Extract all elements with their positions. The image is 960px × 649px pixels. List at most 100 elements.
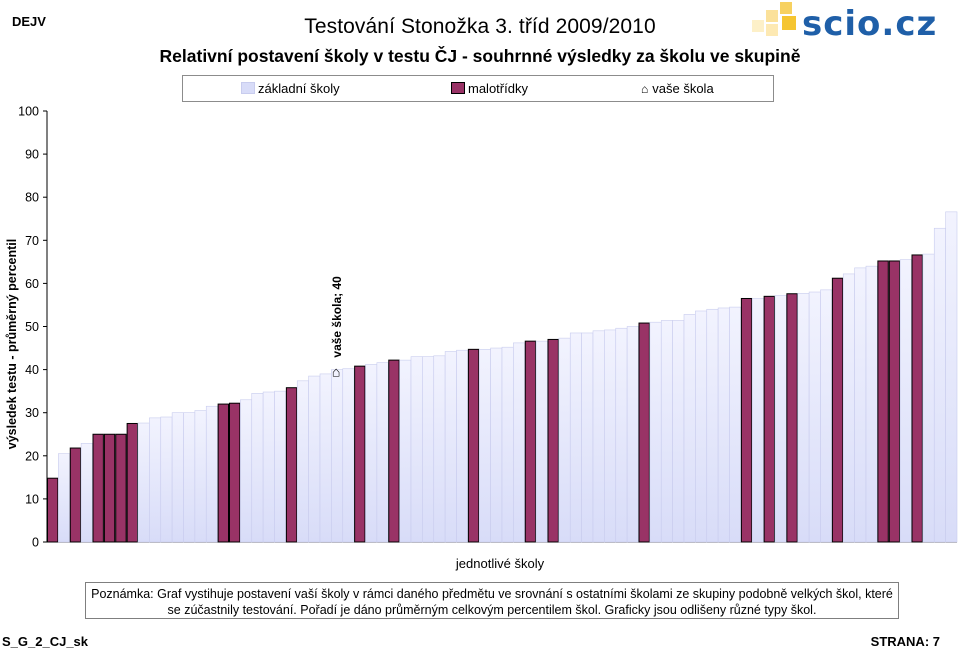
- bar-basic-school: [513, 342, 526, 543]
- bar-basic-school: [774, 295, 787, 543]
- y-tick-label: 80: [25, 191, 39, 205]
- bar-basic-school: [933, 227, 946, 543]
- bar-small-school: [831, 277, 844, 543]
- bar-basic-school: [626, 326, 639, 543]
- bar-basic-school: [535, 340, 548, 543]
- bar-basic-school: [569, 332, 582, 543]
- chart-note: Poznámka: Graf vystihuje postavení vaší …: [85, 582, 899, 619]
- bar-basic-school: [592, 330, 605, 543]
- report-code: DEJV: [12, 14, 46, 29]
- bar-basic-school: [240, 399, 253, 543]
- bar-basic-school: [797, 293, 810, 543]
- bar-basic-school: [376, 362, 389, 543]
- y-tick-label: 100: [18, 105, 39, 119]
- bar-small-school: [740, 297, 753, 543]
- y-tick-label: 10: [25, 492, 39, 506]
- chart-title: Relativní postavení školy v testu ČJ - s…: [159, 46, 801, 66]
- bar-basic-school: [456, 349, 469, 543]
- bar-small-school: [388, 359, 400, 543]
- sheet-code: S_G_2_CJ_sk: [2, 634, 89, 649]
- y-tick-label: 90: [25, 148, 39, 162]
- bar-small-school: [467, 348, 480, 543]
- bar-small-school: [877, 260, 889, 543]
- bar-basic-school: [808, 291, 821, 543]
- bar-basic-school: [558, 337, 571, 543]
- house-icon: ⌂: [641, 82, 649, 96]
- bar-basic-school: [171, 412, 184, 543]
- bar-basic-school: [695, 310, 708, 543]
- y-tick-label: 0: [32, 536, 39, 550]
- legend-label-small: malotřídky: [468, 81, 528, 96]
- bar-basic-school: [672, 320, 685, 543]
- bar-small-school: [69, 447, 82, 543]
- bar-basic-school: [490, 347, 503, 543]
- y-tick-label: 30: [25, 406, 39, 420]
- bar-small-school: [638, 322, 650, 543]
- report-title: Testování Stonožka 3. tříd 2009/2010: [304, 15, 656, 38]
- y-tick-label: 60: [25, 277, 39, 291]
- legend-item-basic: základní školy: [241, 81, 340, 96]
- bar-basic-school: [945, 211, 958, 543]
- bar-basic-school: [194, 410, 207, 543]
- bar-basic-school: [262, 391, 275, 543]
- bar-small-school: [547, 338, 559, 543]
- legend-item-small: malotřídky: [451, 81, 528, 96]
- bar-chart: 0 10 20 30 40 50 60 70 80 90 100 ⌂ vaše škola; 40: [18, 105, 958, 550]
- bar-small-school: [911, 254, 923, 543]
- your-school-annotation: ⌂ vaše škola; 40: [330, 276, 344, 380]
- bar-your-school: [331, 369, 344, 543]
- bar-basic-school: [149, 417, 162, 543]
- bar-basic-school: [308, 375, 321, 543]
- scio-logo-graphic: scio.cz: [752, 2, 936, 44]
- bar-basic-school: [296, 380, 309, 543]
- bar-small-school: [217, 403, 229, 543]
- bar-basic-school: [751, 298, 764, 543]
- legend-swatch-small: [451, 82, 465, 94]
- bar-basic-school: [717, 307, 730, 543]
- bar-basic-school: [820, 289, 833, 543]
- bar-basic-school: [854, 267, 867, 543]
- bar-basic-school: [342, 368, 355, 543]
- bar-basic-school: [274, 390, 287, 543]
- legend-label-basic: základní školy: [258, 81, 340, 96]
- page-number: STRANA: 7: [870, 634, 940, 649]
- bar-basic-school: [706, 308, 719, 543]
- bar-small-school: [126, 422, 138, 543]
- bar-small-school: [285, 387, 298, 543]
- bar-small-school: [786, 293, 798, 543]
- bar-basic-school: [478, 349, 491, 543]
- bar-basic-school: [433, 355, 446, 543]
- bar-basic-school: [205, 405, 218, 543]
- bar-basic-school: [683, 314, 696, 543]
- bar-small-school: [524, 340, 537, 543]
- legend-swatch-basic: [241, 82, 255, 94]
- bar-basic-school: [604, 329, 617, 543]
- bar-small-school: [763, 295, 775, 543]
- house-icon: ⌂: [332, 364, 340, 380]
- y-tick-label: 40: [25, 363, 39, 377]
- bar-basic-school: [899, 259, 912, 543]
- bar-basic-school: [160, 416, 173, 543]
- bar-basic-school: [137, 422, 150, 543]
- legend-label-yours: vaše škola: [652, 81, 714, 96]
- bar-small-school: [92, 433, 104, 543]
- bar-basic-school: [251, 393, 264, 543]
- bar-basic-school: [399, 359, 412, 543]
- your-school-label: vaše škola; 40: [330, 276, 344, 358]
- bar-basic-school: [649, 321, 662, 543]
- bar-basic-school: [410, 356, 423, 543]
- bar-basic-school: [865, 265, 878, 543]
- bar-small-school: [103, 433, 116, 543]
- x-axis-label: jednotlivé školy: [455, 556, 545, 571]
- bar-small-school: [229, 402, 241, 543]
- bar-basic-school: [581, 332, 594, 543]
- bar-basic-school: [501, 346, 514, 543]
- y-axis-label: výsledek testu - průměrný percentil: [5, 238, 19, 450]
- bar-small-school: [47, 477, 59, 543]
- legend-item-yours: ⌂ vaše škola: [641, 81, 714, 96]
- bar-basic-school: [183, 412, 196, 543]
- bar-basic-school: [365, 364, 378, 543]
- bar-basic-school: [58, 453, 71, 543]
- bar-small-school: [115, 433, 127, 543]
- chart-legend: základní školy malotřídky ⌂ vaše škola: [182, 75, 774, 102]
